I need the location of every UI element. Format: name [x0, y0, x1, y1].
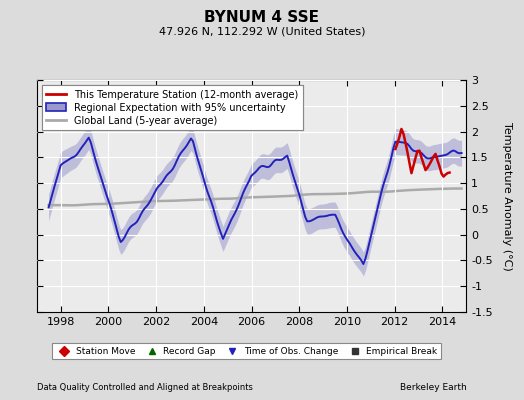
Text: 47.926 N, 112.292 W (United States): 47.926 N, 112.292 W (United States) [159, 26, 365, 36]
Y-axis label: Temperature Anomaly (°C): Temperature Anomaly (°C) [503, 122, 512, 270]
Text: BYNUM 4 SSE: BYNUM 4 SSE [204, 10, 320, 25]
Text: Data Quality Controlled and Aligned at Breakpoints: Data Quality Controlled and Aligned at B… [37, 383, 253, 392]
Legend: Station Move, Record Gap, Time of Obs. Change, Empirical Break: Station Move, Record Gap, Time of Obs. C… [51, 343, 441, 360]
Legend: This Temperature Station (12-month average), Regional Expectation with 95% uncer: This Temperature Station (12-month avera… [41, 85, 303, 130]
Text: Berkeley Earth: Berkeley Earth [400, 383, 466, 392]
